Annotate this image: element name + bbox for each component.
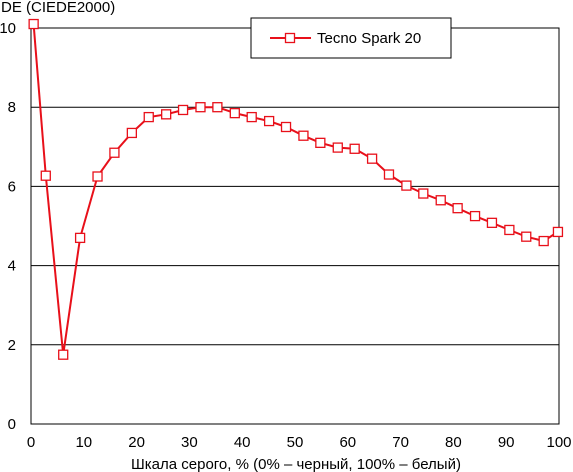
data-point	[246, 111, 257, 123]
x-tick-labels: 0 10 20 30 40 50 60 70 80 90 100	[27, 434, 572, 451]
data-point	[538, 235, 549, 247]
x-tick-label: 50	[287, 434, 304, 451]
y-tick-label: 0	[8, 416, 16, 433]
plot-area-frame	[30, 27, 560, 425]
data-point	[212, 102, 223, 113]
data-point	[418, 188, 429, 199]
x-tick-label: 70	[392, 434, 409, 451]
y-tick-label: 8	[8, 99, 16, 116]
grid-lines	[31, 27, 559, 346]
data-point	[521, 231, 532, 242]
x-tick-label: 80	[445, 434, 462, 451]
x-tick-label: 20	[128, 434, 145, 451]
series-layer	[28, 18, 564, 360]
series-line-0	[32, 23, 559, 356]
x-axis-title: Шкала серого, % (0% – черный, 100% – бел…	[131, 456, 461, 472]
y-tick-label: 10	[0, 20, 16, 37]
data-point	[504, 224, 515, 236]
y-tick-label: 2	[8, 337, 16, 354]
data-point	[332, 142, 343, 153]
data-point	[315, 137, 326, 148]
data-point	[195, 102, 206, 113]
data-point	[349, 143, 360, 154]
y-tick-label: 6	[8, 178, 16, 195]
legend: Tecno Spark 20	[250, 17, 452, 59]
data-point	[486, 217, 498, 228]
x-tick-label: 30	[181, 434, 198, 451]
data-point	[366, 153, 378, 164]
data-point	[435, 195, 446, 206]
x-tick-label: 60	[339, 434, 356, 451]
y-tick-labels: 0 2 4 6 8 10	[0, 20, 16, 433]
legend-marker	[284, 32, 296, 44]
data-point	[161, 109, 172, 120]
data-point	[74, 232, 86, 244]
x-tick-label: 10	[75, 434, 92, 451]
data-point	[109, 147, 120, 158]
data-point	[552, 226, 564, 238]
data-point	[280, 121, 292, 133]
y-axis-title: DE (CIEDE2000)	[1, 0, 115, 16]
x-tick-label: 40	[234, 434, 251, 451]
data-point	[126, 127, 137, 139]
data-point	[401, 180, 412, 191]
data-point	[40, 170, 51, 181]
data-point	[28, 18, 39, 30]
y-tick-label: 4	[8, 258, 16, 275]
data-point	[143, 111, 154, 123]
x-tick-label: 100	[546, 434, 571, 451]
data-point	[383, 169, 395, 180]
data-point	[58, 349, 69, 360]
data-point	[229, 107, 240, 119]
data-point	[263, 115, 275, 127]
x-tick-label: 90	[498, 434, 515, 451]
legend-label: Tecno Spark 20	[317, 30, 421, 47]
data-point	[452, 203, 463, 214]
data-point	[469, 210, 481, 222]
data-point	[92, 171, 103, 182]
data-point	[177, 104, 189, 116]
x-tick-label: 0	[27, 434, 35, 451]
data-point	[298, 130, 309, 141]
